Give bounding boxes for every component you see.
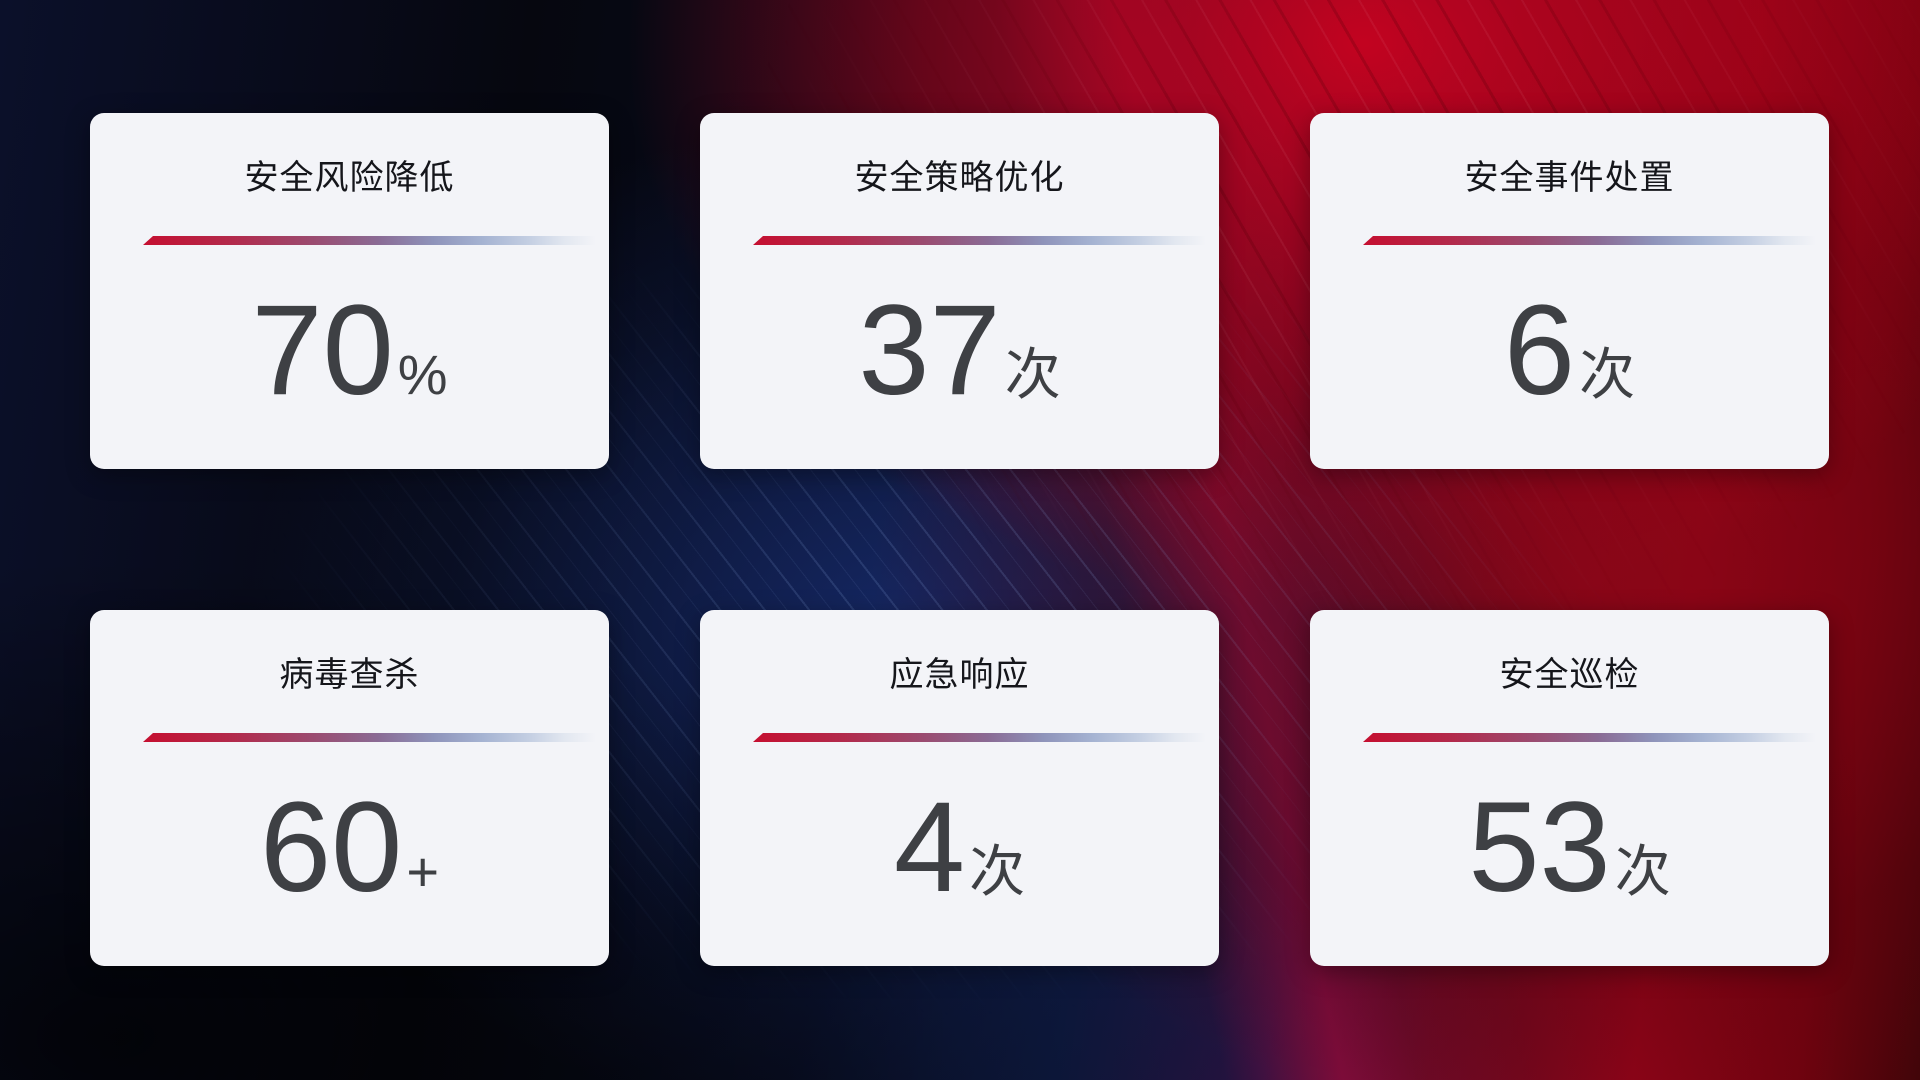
stat-card-security-inspection: 安全巡检 53 次 [1310, 610, 1829, 966]
divider-line [1363, 733, 1816, 742]
stat-card-risk-reduction: 安全风险降低 70 % [90, 113, 609, 469]
card-title: 安全事件处置 [1464, 159, 1675, 197]
card-value-row: 4 次 [700, 784, 1219, 912]
card-value: 4 [893, 776, 966, 919]
card-unit: 次 [1579, 343, 1636, 406]
divider-line [753, 733, 1206, 742]
card-unit: + [406, 840, 440, 903]
card-title: 安全巡检 [1499, 656, 1640, 694]
card-title: 安全风险降低 [244, 159, 455, 197]
card-value-row: 53 次 [1310, 784, 1829, 912]
card-title: 病毒查杀 [279, 656, 420, 694]
stat-cards-grid: 安全风险降低 70 % 安全策略优化 37 次 安全事件处置 6 次 病毒查杀 … [90, 113, 1829, 966]
card-value: 37 [858, 279, 1001, 422]
card-unit: % [397, 343, 448, 406]
card-title: 安全策略优化 [854, 159, 1065, 197]
stat-card-emergency-response: 应急响应 4 次 [700, 610, 1219, 966]
stat-card-policy-optimization: 安全策略优化 37 次 [700, 113, 1219, 469]
divider-line [143, 236, 596, 245]
divider-line [1363, 236, 1816, 245]
card-value: 70 [251, 279, 394, 422]
stat-card-virus-scan: 病毒查杀 60 + [90, 610, 609, 966]
divider-line [143, 733, 596, 742]
stat-card-incident-handling: 安全事件处置 6 次 [1310, 113, 1829, 469]
card-unit: 次 [969, 840, 1026, 903]
card-unit: 次 [1004, 343, 1061, 406]
card-value: 53 [1468, 776, 1611, 919]
divider-line [753, 236, 1206, 245]
card-value: 6 [1503, 279, 1576, 422]
card-value-row: 60 + [90, 784, 609, 912]
card-value: 60 [259, 776, 403, 919]
card-value-row: 37 次 [700, 287, 1219, 415]
card-value-row: 6 次 [1310, 287, 1829, 415]
card-unit: 次 [1614, 840, 1671, 903]
card-title: 应急响应 [889, 656, 1030, 694]
card-value-row: 70 % [90, 287, 609, 415]
